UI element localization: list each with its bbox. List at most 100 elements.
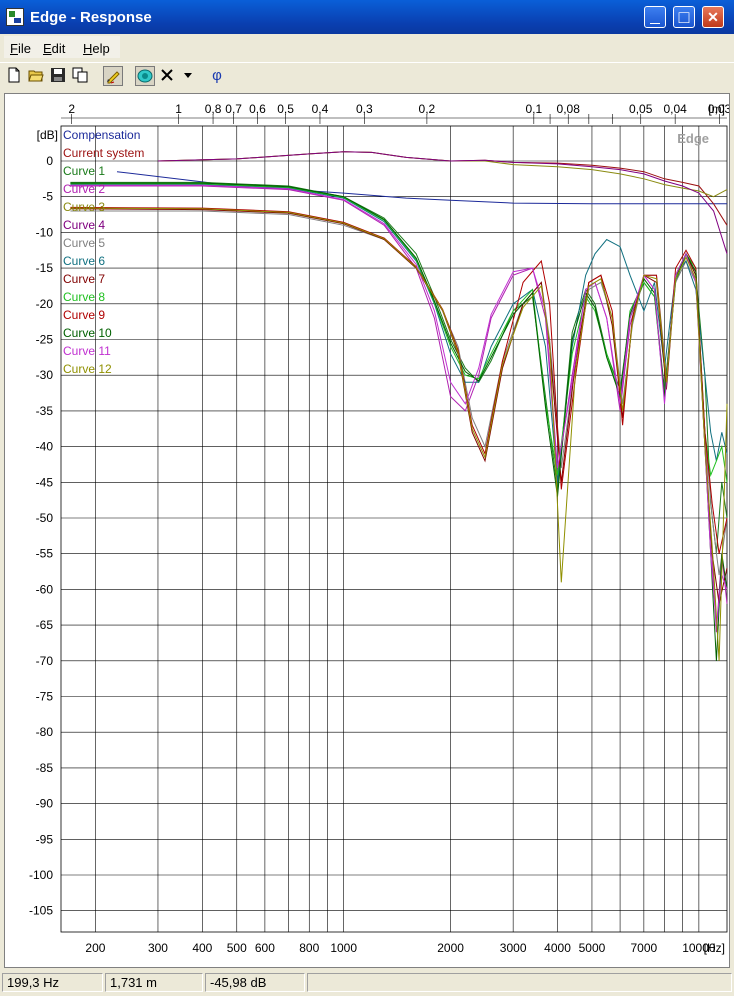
close-button[interactable]: ✕ [702,6,724,28]
x-tick-label: 7000 [631,941,658,955]
series-line[interactable] [70,184,728,483]
dropdown-button[interactable] [179,66,199,86]
legend-entry: Compensation [63,128,140,142]
y-tick-label: -95 [36,832,54,846]
y-tick-label: -100 [29,868,53,882]
response-plot[interactable]: 0 -5 -10 -15 -20 -25 -30 -35 -40 -45 -50 -55 -60 -65 -… [5,94,729,967]
save-button[interactable] [49,66,69,86]
y-tick-label: -50 [36,511,54,525]
legend-entry: Curve 5 [63,236,105,250]
delete-button[interactable] [158,66,178,86]
top-tick-label: 0,5 [277,102,294,116]
response-chart[interactable]: 0 -5 -10 -15 -20 -25 -30 -35 -40 -45 -50 -55 -60 -65 -… [4,93,730,968]
top-tick-label: 2 [68,102,75,116]
legend-entry: Curve 8 [63,290,105,304]
x-tick-label: 500 [227,941,247,955]
toolbar: φ [0,62,734,91]
top-tick-label: 1 [175,102,182,116]
y-tick-label: -15 [36,261,54,275]
x-tick-label: 400 [192,941,212,955]
phase-icon: φ [212,67,222,84]
y-unit-label: [dB] [37,128,58,142]
speaker-button[interactable] [135,66,155,86]
menu-file[interactable]: File [10,41,31,56]
window-title: Edge - Response [30,9,152,26]
series-line[interactable] [116,171,727,205]
series-line[interactable] [70,182,728,661]
top-tick-label: 0,4 [312,102,329,116]
top-tick-label: 0,7 [225,102,242,116]
phase-button[interactable]: φ [207,66,227,86]
menu-bar: File Edit Help [0,34,734,60]
x-tick-label: 1000 [330,941,357,955]
status-frequency: 199,3 Hz [2,973,103,992]
x-tick-label: 4000 [544,941,571,955]
status-distance: 1,731 m [105,973,203,992]
series-line[interactable] [157,151,728,226]
maximize-button[interactable]: □ [673,6,695,28]
speaker-icon [137,69,153,83]
legend-entry: Curve 6 [63,254,105,268]
x-tick-label: 200 [85,941,105,955]
close-icon: ✕ [707,8,719,25]
app-icon[interactable] [6,8,24,26]
menu-edit[interactable]: Edit [43,41,66,56]
y-tick-label: -70 [36,654,54,668]
top-tick-label: 0,05 [629,102,653,116]
legend-entry: Curve 12 [63,362,112,376]
top-tick-label: 0,08 [557,102,581,116]
new-button[interactable] [5,66,25,86]
y-tick-label: -80 [36,725,54,739]
series-line[interactable] [70,206,728,554]
minimize-icon: — [650,17,660,29]
draw-pencil-icon [107,71,120,84]
title-bar[interactable]: Edge - Response — □ ✕ [0,0,734,34]
legend-entry: Curve 9 [63,308,105,322]
draw-button[interactable] [103,66,123,86]
status-level: -45,98 dB [205,973,305,992]
x-unit-label: [Hz] [704,941,725,955]
legend-entry: Curve 3 [63,200,105,214]
save-icon [51,68,65,82]
x-tick-label: 2000 [437,941,464,955]
top-tick-label: 0,3 [356,102,373,116]
legend-entry: Curve 2 [63,182,105,196]
x-tick-label: 300 [148,941,168,955]
series-line[interactable] [70,210,728,576]
plot-frame [60,125,728,933]
series-line[interactable] [157,151,728,254]
y-tick-label: -35 [36,404,54,418]
y-tick-label: -65 [36,618,54,632]
copy-icon [72,67,88,83]
y-tick-label: -30 [36,368,54,382]
status-bar: 199,3 Hz 1,731 m -45,98 dB [0,971,734,996]
menu-help[interactable]: Help [83,41,110,56]
dropdown-arrow-icon [184,73,192,78]
menu-container: File Edit Help [4,36,120,58]
y-tick-label: -55 [36,547,54,561]
x-tick-label: 10000 [682,941,716,955]
x-tick-label: 5000 [579,941,606,955]
legend-entry: Curve 11 [63,344,111,358]
minimize-button[interactable]: — [644,6,666,29]
legend-entry: Curve 10 [63,326,112,340]
y-tick-label: -5 [42,190,53,204]
y-tick-label: -25 [36,333,54,347]
y-tick-label: -90 [36,797,54,811]
x-tick-label: 800 [299,941,319,955]
open-button[interactable] [27,66,47,86]
top-tick-label: 0,8 [205,102,222,116]
y-tick-label: -40 [36,440,54,454]
open-folder-icon [28,70,44,82]
new-document-icon [8,67,20,83]
y-tick-label: -20 [36,297,54,311]
legend-entry: Current system [63,146,144,160]
legend-entry: Curve 1 [63,164,105,178]
series-line[interactable] [70,207,728,661]
top-tick-label: 0,6 [249,102,266,116]
copy-button[interactable] [71,66,91,86]
top-tick-label: 0,04 [663,102,687,116]
delete-x-icon [161,69,173,81]
top-tick-label: 0,03 [708,102,729,116]
top-tick-label: 0,2 [419,102,436,116]
